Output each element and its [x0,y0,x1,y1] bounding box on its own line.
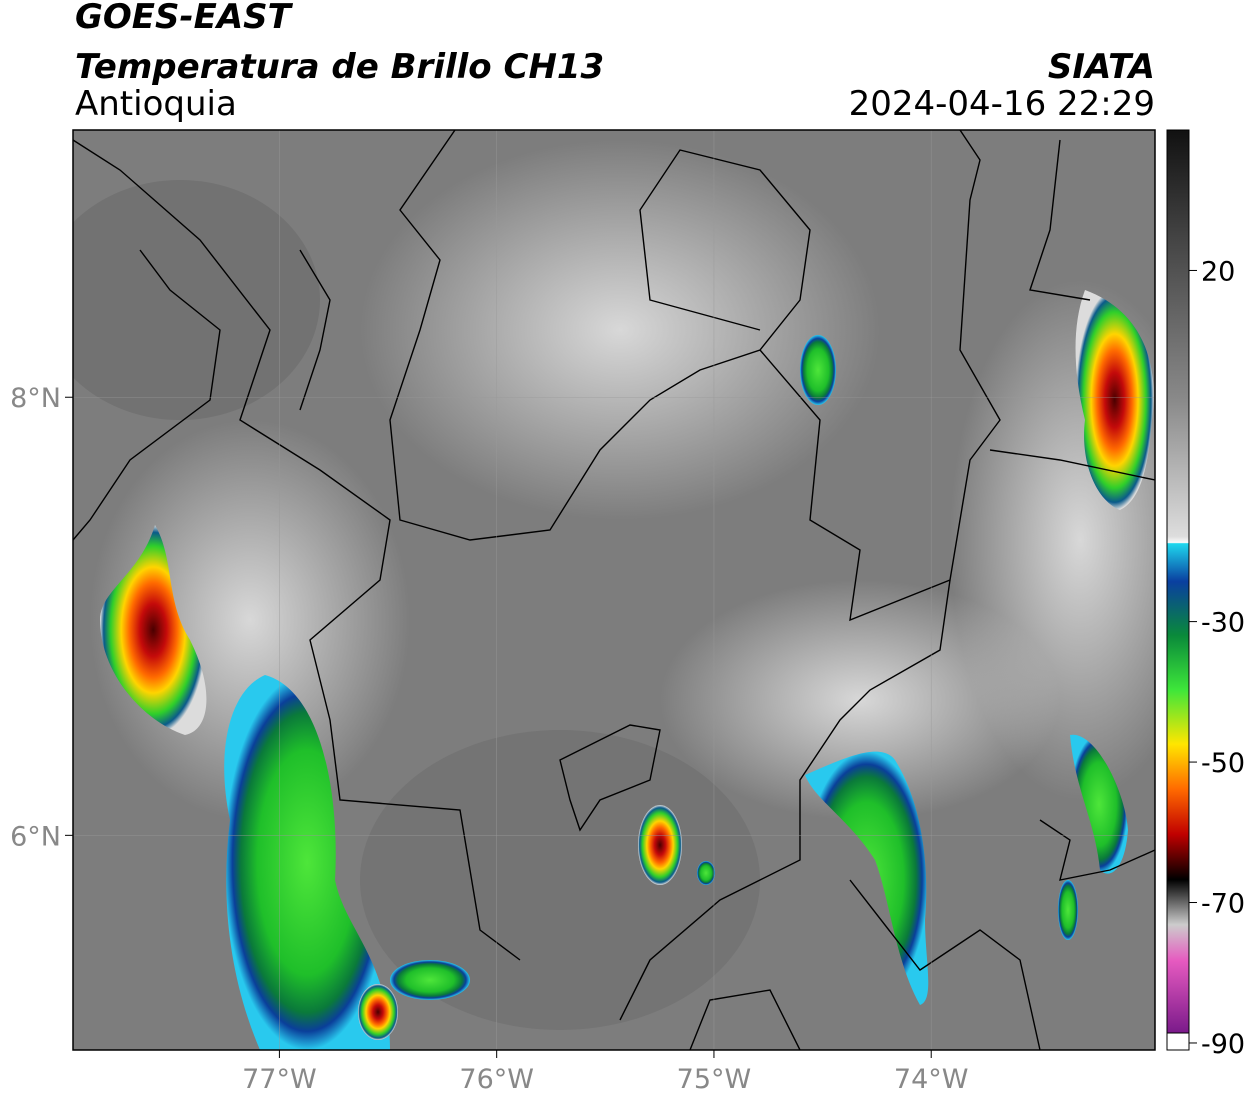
y-tick-label: 6°N [10,821,61,852]
colorbar [1166,129,1190,1034]
x-tick-label: 77°W [242,1064,317,1095]
colorbar-tick-label: -90 [1201,1029,1245,1060]
boundaries [73,130,1155,1050]
title-satellite: GOES-EAST [75,0,294,37]
title-datetime: 2024-04-16 22:29 [849,84,1155,124]
colorbar-tick-label: -50 [1201,748,1245,779]
x-tick-label: 76°W [459,1064,534,1095]
title-region: Antioquia [75,84,237,124]
title-product: Temperatura de Brillo CH13 [75,47,604,87]
y-tick-label: 8°N [10,383,61,414]
graticule [73,130,1155,1050]
satellite-image [73,130,1155,1050]
colorbar-tick-label: -30 [1201,608,1245,639]
x-tick-label: 74°W [894,1064,969,1095]
title-source: SIATA [1048,47,1155,87]
colorbar-under [1166,1032,1190,1051]
x-tick-label: 75°W [677,1064,752,1095]
map-frame [72,129,1156,1051]
colorbar-tick-label: 20 [1201,256,1235,287]
colorbar-tick-label: -70 [1201,889,1245,920]
